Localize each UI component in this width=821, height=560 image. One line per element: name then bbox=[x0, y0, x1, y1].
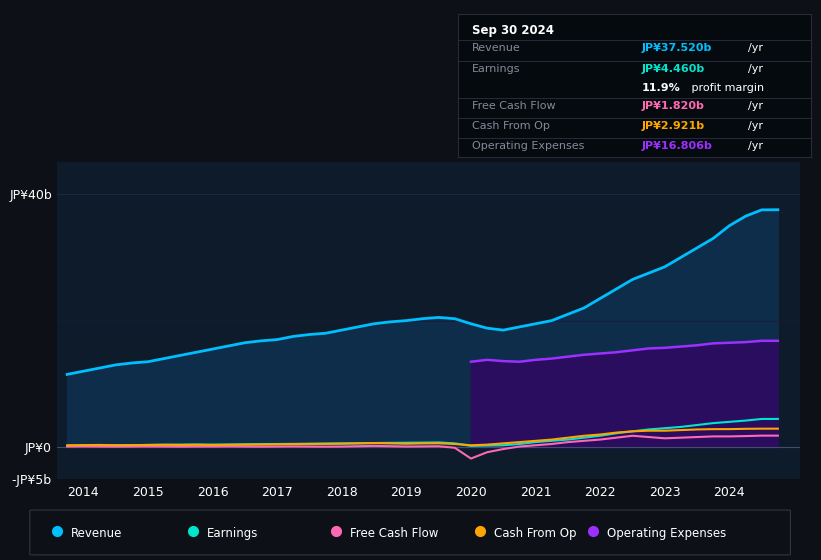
Text: Operating Expenses: Operating Expenses bbox=[472, 141, 585, 151]
Text: /yr: /yr bbox=[748, 141, 763, 151]
Text: /yr: /yr bbox=[748, 64, 763, 74]
Text: JP¥1.820b: JP¥1.820b bbox=[642, 101, 704, 111]
Text: JP¥16.806b: JP¥16.806b bbox=[642, 141, 713, 151]
Text: /yr: /yr bbox=[748, 43, 763, 53]
Text: Cash From Op: Cash From Op bbox=[493, 526, 576, 539]
Text: JP¥37.520b: JP¥37.520b bbox=[642, 43, 712, 53]
Text: Operating Expenses: Operating Expenses bbox=[607, 526, 726, 539]
Text: Free Cash Flow: Free Cash Flow bbox=[350, 526, 438, 539]
Text: Free Cash Flow: Free Cash Flow bbox=[472, 101, 556, 111]
Text: Earnings: Earnings bbox=[472, 64, 521, 74]
Text: /yr: /yr bbox=[748, 101, 763, 111]
Text: JP¥2.921b: JP¥2.921b bbox=[642, 121, 704, 131]
Text: profit margin: profit margin bbox=[688, 82, 764, 92]
Text: JP¥4.460b: JP¥4.460b bbox=[642, 64, 705, 74]
Text: Cash From Op: Cash From Op bbox=[472, 121, 550, 131]
Text: /yr: /yr bbox=[748, 121, 763, 131]
Text: Revenue: Revenue bbox=[71, 526, 122, 539]
Text: Sep 30 2024: Sep 30 2024 bbox=[472, 24, 554, 37]
Text: Revenue: Revenue bbox=[472, 43, 521, 53]
Text: 11.9%: 11.9% bbox=[642, 82, 681, 92]
Text: Earnings: Earnings bbox=[207, 526, 258, 539]
